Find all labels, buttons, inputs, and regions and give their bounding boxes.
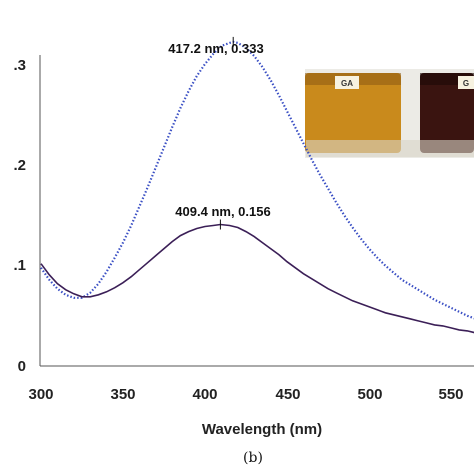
y-tick-label: .2 [13,157,26,174]
series-line-dotted [40,40,474,320]
x-axis: 300 350 400 450 500 550 Wavelength (nm) … [28,365,474,466]
jar-dark [420,73,474,153]
y-tick-label: .1 [13,257,26,274]
jar-label-tag [458,76,474,89]
panel-label: (b) [243,450,263,466]
x-tick-label: 550 [438,386,463,403]
y-axis: .3 .2 .1 0 [13,55,41,375]
peak-label-solid: 409.4 nm, 0.156 [175,204,270,219]
x-tick-label: 350 [110,386,135,403]
annotations: 417.2 nm, 0.333 409.4 nm, 0.156 [168,41,270,219]
inset-photo: GA G [305,69,474,158]
series-line-solid [40,223,474,334]
x-axis-title: Wavelength (nm) [202,421,322,438]
jar-label-dark: G [463,79,469,88]
peak-label-dotted: 417.2 nm, 0.333 [168,41,263,56]
inset-floor [306,140,474,157]
x-tick-label: 500 [357,386,382,403]
x-tick-label: 300 [28,386,53,403]
y-tick-label: .3 [13,57,26,74]
x-tick-label: 450 [275,386,300,403]
x-tick-label: 400 [192,386,217,403]
y-tick-label: 0 [18,358,26,375]
plot-area [40,36,474,334]
jar-label-tag [335,76,359,89]
jar-label-ga: GA [341,79,353,88]
jar-ga [305,73,401,153]
